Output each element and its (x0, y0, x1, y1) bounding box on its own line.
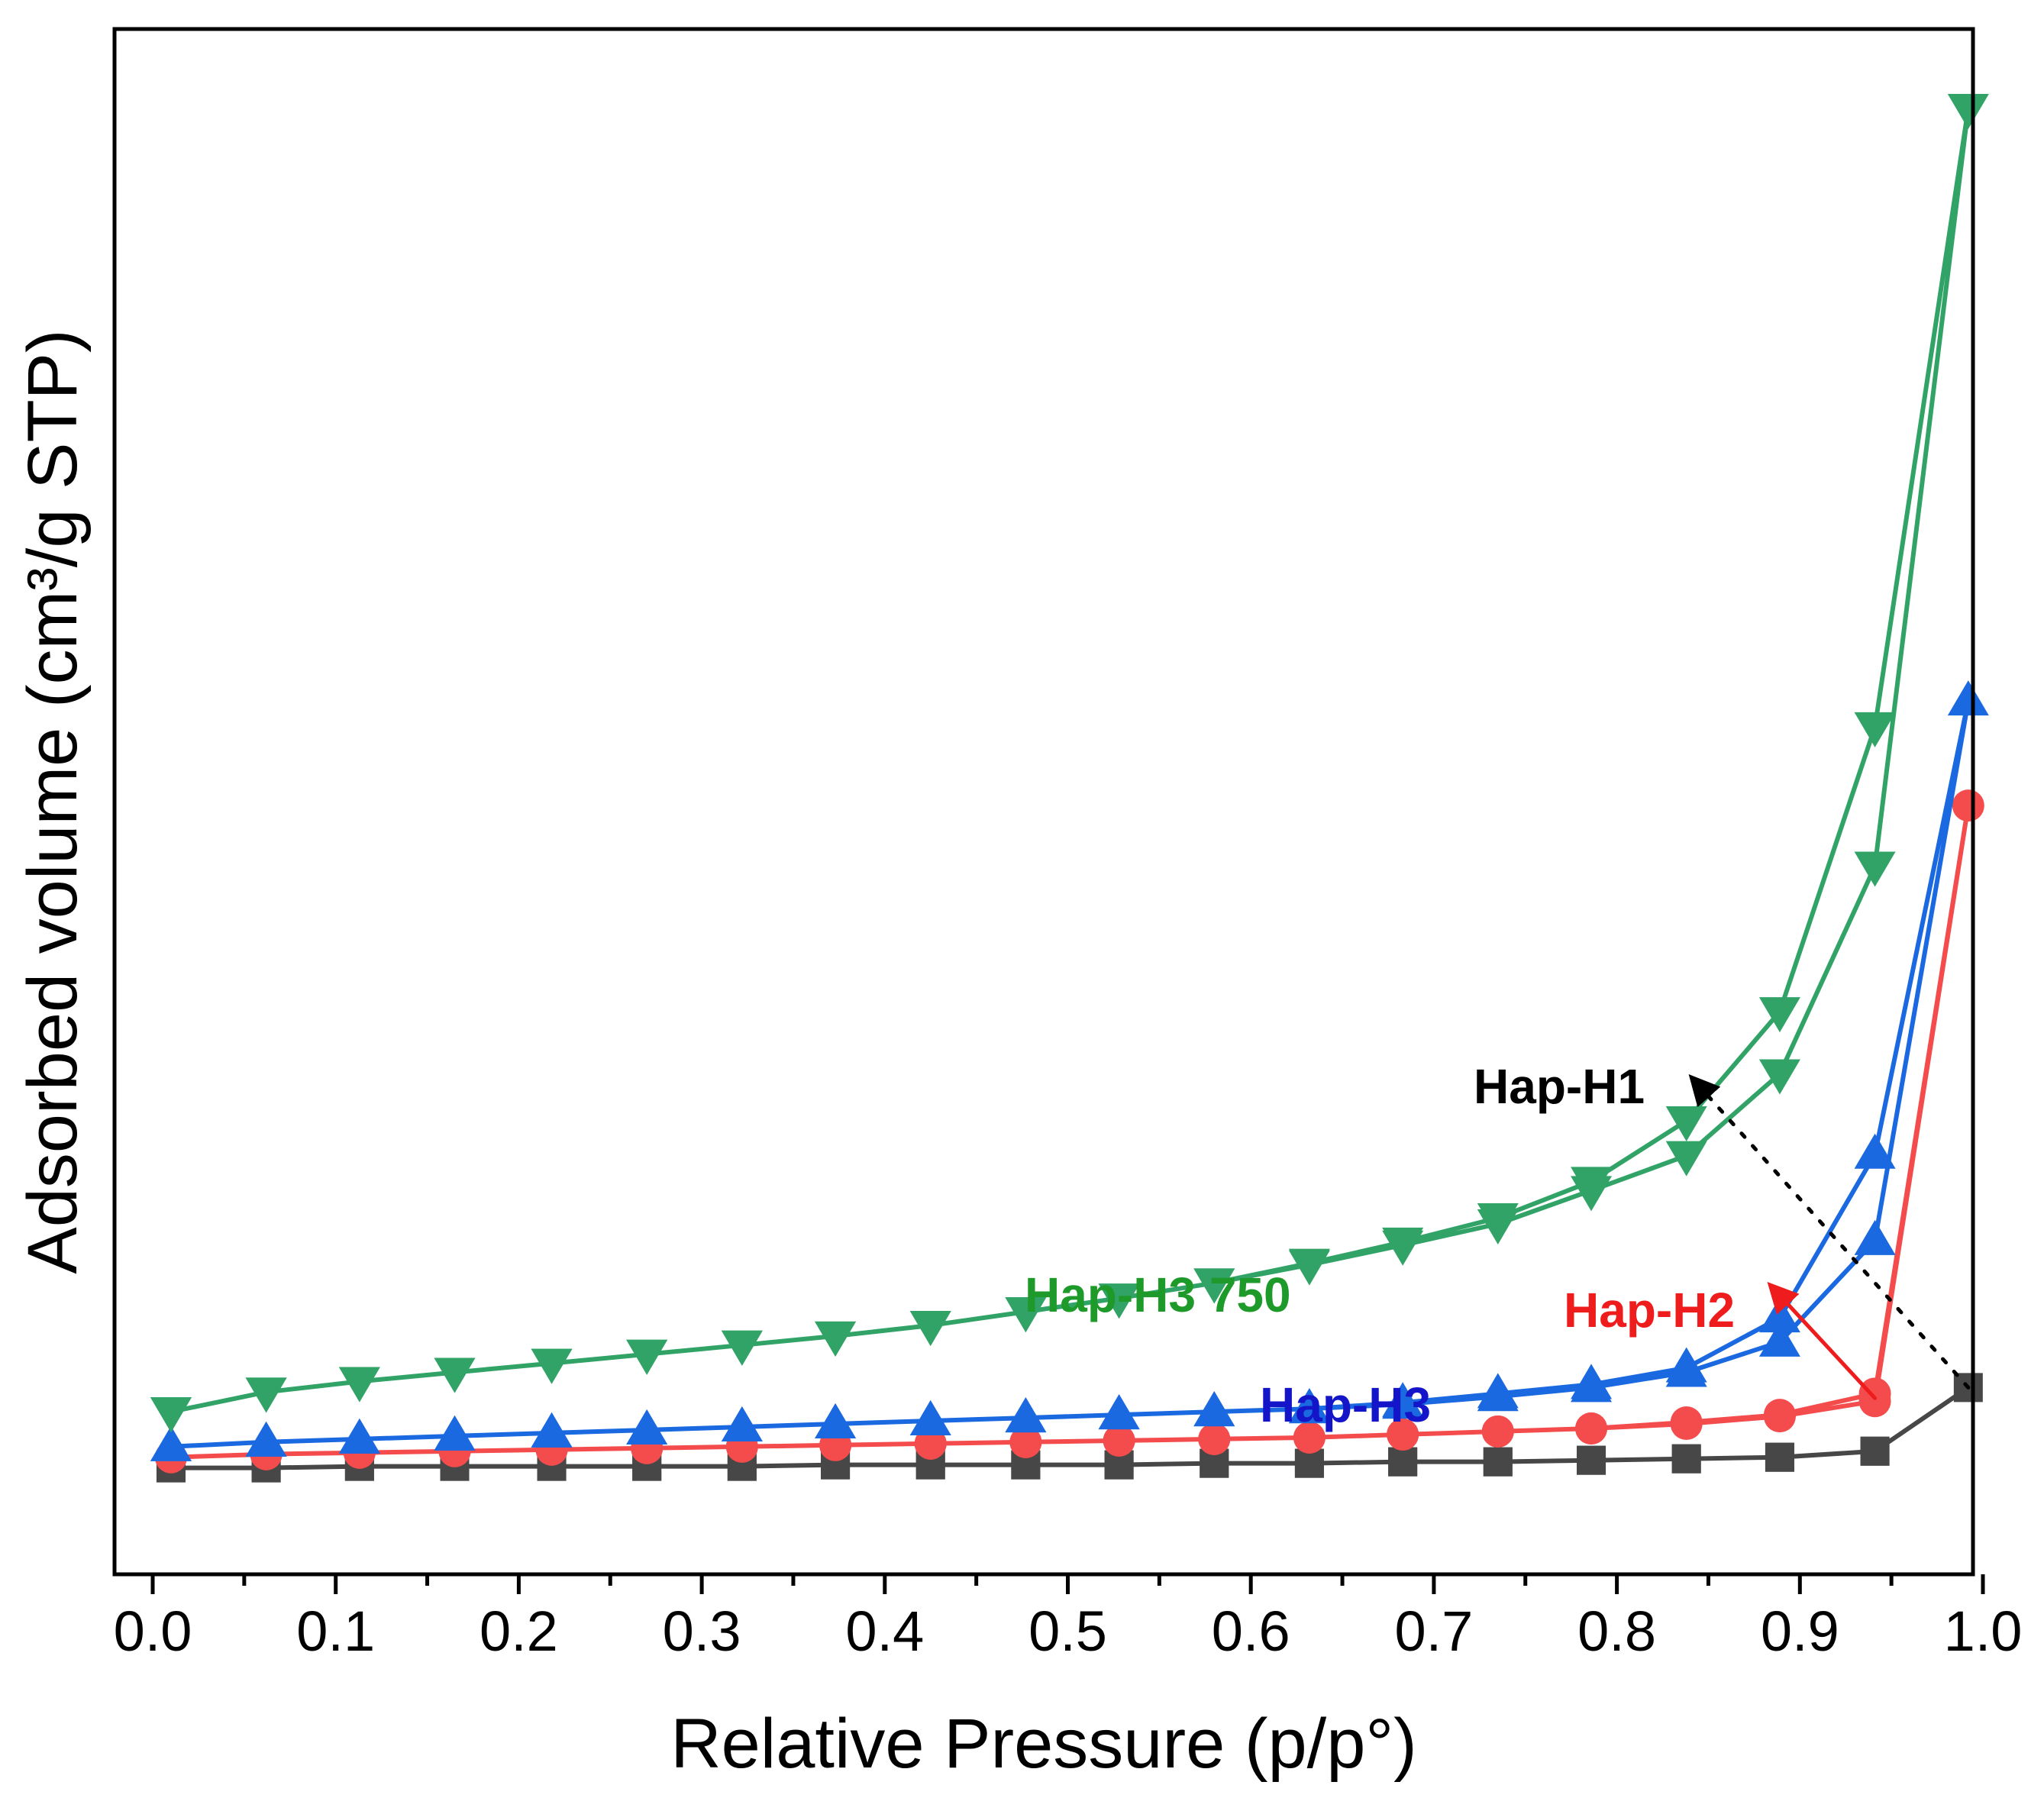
data-point-hap-h2 (1198, 1422, 1231, 1455)
x-tick-label: 0.9 (1761, 1599, 1839, 1663)
data-point-hap-h3 (1571, 1364, 1613, 1399)
x-tick-label: 0.5 (1028, 1599, 1107, 1663)
data-point-hap-h3-750 (1854, 851, 1896, 887)
data-point-hap-h3-750 (1098, 1283, 1140, 1319)
data-point-hap-h2 (1670, 1406, 1703, 1439)
data-point-hap-h3 (245, 1421, 287, 1457)
data-point-hap-h3 (815, 1403, 857, 1439)
data-point-hap-h2 (1103, 1424, 1135, 1457)
data-point-hap-h1 (1860, 1436, 1890, 1466)
annotation-hap-h1: Hap-H1 (1474, 1059, 1645, 1114)
data-point-hap-h3 (150, 1425, 192, 1461)
data-point-hap-h2 (1858, 1377, 1891, 1410)
series-hap-h3-750 (150, 94, 1989, 1433)
x-tick-label: 0.7 (1394, 1599, 1473, 1663)
data-point-hap-h3-750 (1665, 1106, 1707, 1142)
data-point-hap-h1 (1765, 1442, 1794, 1472)
data-point-hap-h2 (1293, 1421, 1326, 1454)
data-point-hap-h3 (909, 1400, 951, 1436)
data-point-hap-h3-750 (1193, 1268, 1235, 1304)
data-point-hap-h3-750 (1758, 1059, 1800, 1095)
data-point-hap-h1 (1294, 1448, 1324, 1478)
data-point-hap-h3-750 (1947, 94, 1989, 130)
data-point-hap-h3-750 (150, 1397, 192, 1433)
data-point-hap-h3-750 (721, 1330, 763, 1366)
annotation-arrows (1688, 1073, 1971, 1400)
x-axis-tick-labels: 0.0 0.1 0.2 0.3 0.4 0.5 0.6 0.7 0.8 0.9 1.0 (114, 1599, 2023, 1663)
series-layer (150, 94, 1989, 1483)
data-point-hap-h3 (1193, 1391, 1235, 1427)
data-point-hap-h3 (1854, 1219, 1896, 1255)
annotation-hap-h2: Hap-H2 (1564, 1283, 1735, 1338)
data-point-hap-h3-750 (1665, 1141, 1707, 1177)
annotation-arrow-2 (1767, 1282, 1878, 1400)
x-tick-label: 0.2 (480, 1599, 558, 1663)
data-point-hap-h3 (1098, 1394, 1140, 1430)
data-point-hap-h3 (1947, 680, 1989, 716)
annotation-hap-h3: Hap-H3 (1260, 1377, 1431, 1432)
series-hap-h2 (154, 789, 1984, 1474)
data-point-hap-h3-750 (245, 1377, 287, 1413)
x-tick-label: 0.8 (1577, 1599, 1656, 1663)
annotation-arrow-1 (1688, 1073, 1971, 1390)
data-point-hap-h3 (338, 1418, 380, 1454)
series-hap-h1 (156, 1373, 1983, 1483)
data-point-hap-h2 (1481, 1415, 1514, 1448)
data-point-hap-h3-750 (626, 1339, 668, 1375)
data-point-hap-h1 (1671, 1444, 1701, 1474)
data-point-hap-h3 (626, 1409, 668, 1445)
data-point-hap-h3-750 (531, 1348, 573, 1384)
data-point-hap-h3-750 (1382, 1227, 1424, 1263)
data-point-hap-h3-750 (434, 1357, 476, 1393)
x-axis-title: Relative Pressure (p/p°) (670, 1705, 1417, 1783)
annotation-hap-h3-750: Hap-H3 750 (1025, 1267, 1291, 1322)
x-tick-label: 1.0 (1944, 1599, 2023, 1663)
data-point-hap-h1 (1388, 1447, 1418, 1477)
data-point-hap-h3-750 (1854, 712, 1896, 747)
data-point-hap-h3 (434, 1415, 476, 1451)
series-line-hap-h3-750 (170, 106, 1971, 1415)
data-point-hap-h2 (1575, 1412, 1608, 1445)
data-point-hap-h2 (914, 1427, 947, 1460)
data-point-hap-h2 (1009, 1425, 1042, 1458)
data-point-hap-h3-750 (338, 1367, 380, 1403)
data-point-hap-h3 (1665, 1347, 1707, 1383)
x-tick-label: 0.1 (296, 1599, 375, 1663)
x-tick-label: 0.3 (663, 1599, 741, 1663)
data-point-hap-h3 (1477, 1373, 1519, 1409)
x-tick-label: 0.6 (1212, 1599, 1290, 1663)
data-point-hap-h3 (721, 1406, 763, 1441)
data-point-hap-h3-750 (1288, 1248, 1330, 1284)
data-point-hap-h3 (1758, 1297, 1800, 1333)
x-axis-ticks (150, 1574, 1985, 1594)
data-point-hap-h1 (1483, 1447, 1513, 1477)
data-point-hap-h2 (1763, 1399, 1796, 1432)
data-point-hap-h3 (531, 1412, 573, 1448)
data-point-hap-h3-750 (909, 1310, 951, 1346)
data-point-hap-h3-750 (1005, 1297, 1047, 1333)
data-point-hap-h3-750 (815, 1321, 857, 1357)
data-point-hap-h1 (1577, 1445, 1606, 1475)
plot-frame (112, 27, 1975, 1577)
data-point-hap-h3-750 (1758, 997, 1800, 1033)
series-hap-h3 (150, 680, 1989, 1461)
data-point-hap-h3 (1382, 1382, 1424, 1418)
data-point-hap-h3 (1288, 1388, 1330, 1424)
x-tick-label: 0.4 (845, 1599, 924, 1663)
y-axis-title: Adsorbed volume (cm³/g STP) (14, 329, 92, 1273)
x-tick-label: 0.0 (114, 1599, 192, 1663)
data-point-hap-h3-750 (1571, 1167, 1613, 1202)
data-point-hap-h3 (1854, 1133, 1896, 1169)
data-point-hap-h3 (1758, 1321, 1800, 1357)
data-point-hap-h2 (1952, 789, 1984, 822)
data-point-hap-h2 (1387, 1418, 1419, 1451)
data-point-hap-h3-750 (1477, 1203, 1519, 1239)
data-point-hap-h3 (1005, 1397, 1047, 1433)
